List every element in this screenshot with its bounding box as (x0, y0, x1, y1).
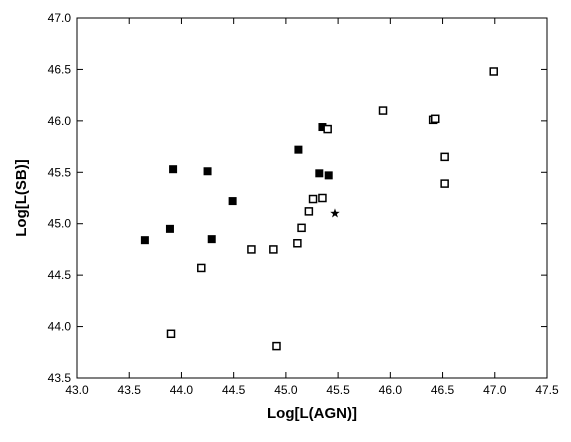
x-tick-label: 44.0 (170, 383, 194, 397)
open-square-point (304, 207, 314, 216)
open-square-point (293, 239, 302, 248)
y-tick-label: 46.5 (48, 62, 72, 76)
open-square-point (166, 329, 176, 339)
x-tick-label: 44.5 (222, 383, 246, 397)
filled-square-point (203, 167, 212, 176)
y-tick-label: 45.0 (48, 217, 72, 231)
open-square-point (297, 223, 306, 233)
x-tick-label: 43.5 (118, 383, 142, 397)
open-square-point (323, 124, 332, 134)
open-square-point (247, 245, 256, 254)
filled-square-point (169, 165, 178, 174)
open-square-point (197, 263, 206, 273)
y-tick-label: 46.0 (48, 114, 72, 128)
star-point (330, 208, 340, 218)
open-square-point (269, 245, 278, 254)
open-square-point (272, 341, 281, 351)
x-tick-label: 46.5 (431, 383, 455, 397)
filled-square-point (315, 169, 324, 178)
x-axis-label: Log[L(AGN)] (267, 405, 357, 422)
x-tick-label: 45.5 (326, 383, 350, 397)
plot-frame (76, 17, 548, 379)
filled-square-point (324, 171, 333, 180)
y-tick-label: 44.0 (48, 320, 72, 334)
x-tick-label: 43.0 (65, 383, 89, 397)
filled-square-point (294, 145, 303, 154)
filled-square-point (140, 236, 149, 245)
open-square-point (430, 114, 440, 124)
y-tick-label: 43.5 (48, 371, 72, 385)
x-tick-label: 46.0 (379, 383, 403, 397)
x-tick-label: 47.0 (483, 383, 507, 397)
open-square-point (489, 67, 498, 76)
y-tick-label: 44.5 (48, 268, 72, 282)
open-square-point (308, 194, 318, 204)
filled-square-point (165, 224, 174, 233)
y-axis-label: Log[L(SB)] (13, 159, 30, 236)
open-square-point (440, 179, 449, 188)
filled-square-point (207, 235, 216, 244)
open-square-point (378, 106, 388, 115)
open-square-point (440, 152, 449, 162)
open-square-point (318, 193, 327, 203)
x-tick-label: 45.0 (274, 383, 298, 397)
y-tick-label: 45.5 (48, 165, 72, 179)
x-tick-label: 47.5 (535, 383, 559, 397)
y-tick-label: 47.0 (48, 11, 72, 25)
filled-square-point (228, 197, 237, 206)
